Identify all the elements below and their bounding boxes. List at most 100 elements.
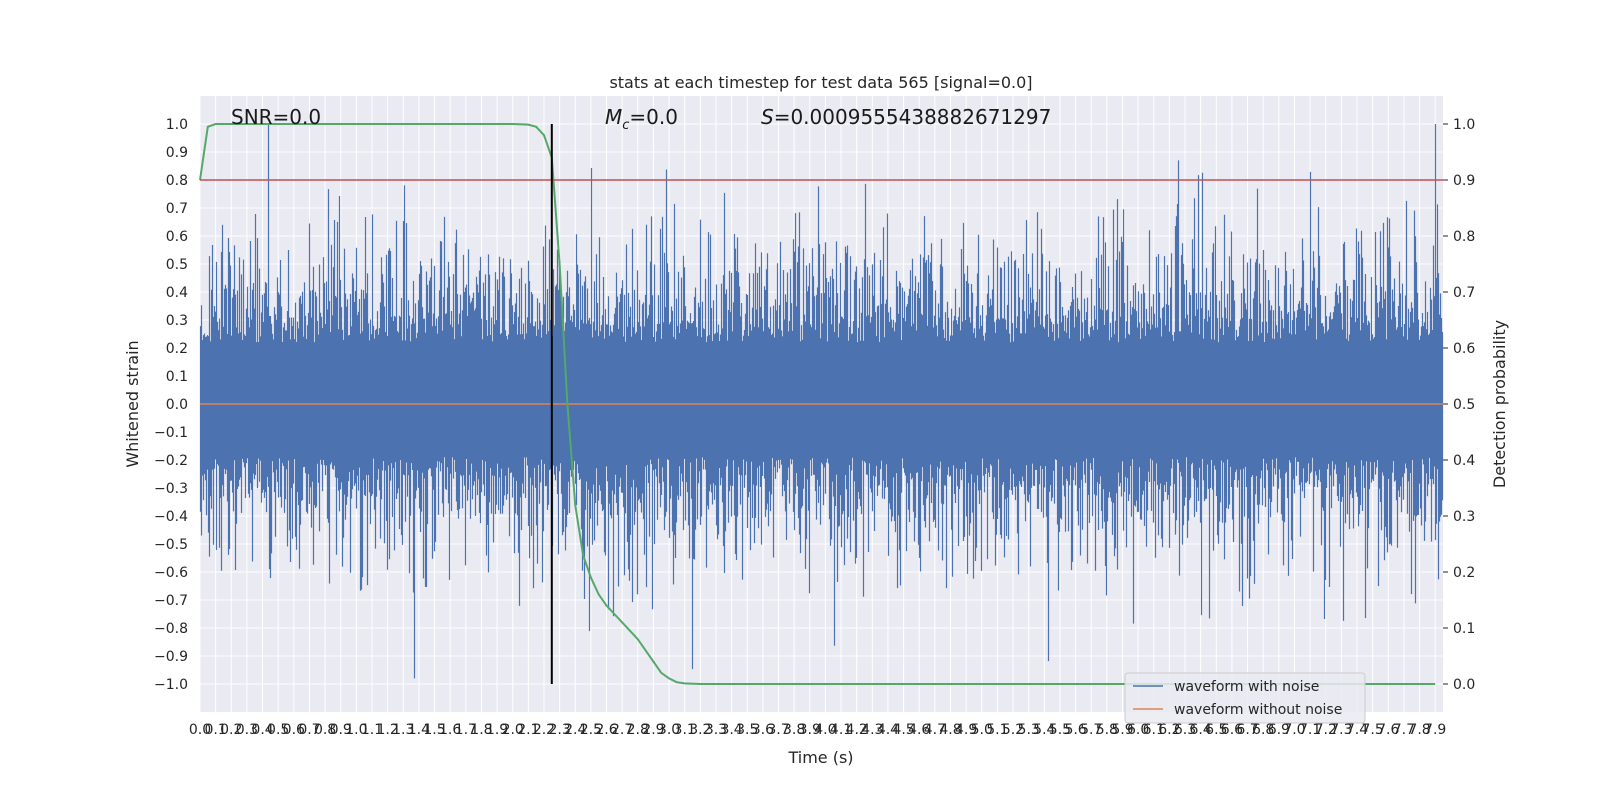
x-tick-label: 6.0	[1127, 722, 1149, 738]
x-tick-label: 7.5	[1362, 722, 1384, 738]
y2-tick-labels: 0.0 0.1 0.2 0.3 0.4 0.5 0.6 0.7 0.8 0.9 1.0	[1453, 117, 1475, 693]
x-tick-label: 3.1	[674, 722, 696, 738]
y-tick-label: −1.0	[154, 677, 188, 693]
x-tick-label: 3.4	[720, 722, 742, 738]
x-tick-label: 3.8	[783, 722, 805, 738]
x-tick-label: 0.3	[236, 722, 258, 738]
x-tick-label: 4.0	[814, 722, 836, 738]
x-tick-label: 6.3	[1174, 722, 1196, 738]
x-tick-labels: 0.00.10.20.30.40.50.60.70.80.91.01.11.21…	[189, 722, 1446, 738]
y2-tick-label: 0.1	[1453, 621, 1475, 637]
y2-tick-label: 0.3	[1453, 509, 1475, 525]
y2-tick-label: 0.5	[1453, 397, 1475, 413]
y-tick-label: −0.8	[154, 621, 188, 637]
x-tick-label: 4.8	[939, 722, 961, 738]
x-tick-label: 5.1	[986, 722, 1008, 738]
x-tick-label: 6.2	[1158, 722, 1180, 738]
x-tick-label: 2.3	[548, 722, 570, 738]
x-tick-label: 1.3	[392, 722, 414, 738]
s-symbol: S	[761, 105, 774, 129]
x-tick-label: 0.9	[330, 722, 352, 738]
x-tick-label: 6.1	[1143, 722, 1165, 738]
y2-tick-label: 0.7	[1453, 285, 1475, 301]
x-tick-label: 2.2	[533, 722, 555, 738]
x-tick-label: 7.8	[1408, 722, 1430, 738]
x-tick-label: 3.3	[705, 722, 727, 738]
y2-tick-label: 0.6	[1453, 341, 1475, 357]
x-tick-label: 7.1	[1299, 722, 1321, 738]
x-tick-label: 4.6	[908, 722, 930, 738]
x-tick-label: 7.9	[1424, 722, 1446, 738]
y-tick-label: 0.4	[166, 285, 188, 301]
y-tick-label: −0.1	[154, 425, 188, 441]
x-tick-label: 3.0	[658, 722, 680, 738]
y-tick-label: −0.4	[154, 509, 188, 525]
x-tick-label: 0.7	[298, 722, 320, 738]
x-tick-label: 0.4	[251, 722, 273, 738]
x-tick-label: 4.4	[877, 722, 899, 738]
x-tick-label: 6.5	[1205, 722, 1227, 738]
x-tick-label: 1.5	[423, 722, 445, 738]
x-tick-label: 0.5	[267, 722, 289, 738]
y-axis-label: Whitened strain	[123, 340, 142, 467]
legend-label-waveform-without-noise: waveform without noise	[1174, 702, 1342, 718]
x-tick-label: 5.7	[1080, 722, 1102, 738]
series-layer	[199, 123, 1444, 685]
mc-value: =0.0	[629, 105, 678, 129]
x-tick-label: 0.8	[314, 722, 336, 738]
x-tick-label: 7.7	[1393, 722, 1415, 738]
x-tick-label: 2.5	[580, 722, 602, 738]
mc-symbol: M	[605, 105, 622, 129]
x-tick-label: 6.8	[1252, 722, 1274, 738]
y-tick-label: 0.6	[166, 229, 188, 245]
x-tick-label: 7.2	[1315, 722, 1337, 738]
x-tick-label: 5.2	[1002, 722, 1024, 738]
y-tick-label: 1.0	[166, 117, 188, 133]
x-tick-label: 3.9	[799, 722, 821, 738]
x-tick-label: 1.9	[486, 722, 508, 738]
chart-title: stats at each timestep for test data 565…	[609, 73, 1032, 92]
y2-tick-label: 0.4	[1453, 453, 1475, 469]
x-tick-label: 7.4	[1346, 722, 1368, 738]
x-tick-label: 1.2	[376, 722, 398, 738]
x-tick-label: 5.6	[1064, 722, 1086, 738]
x-tick-label: 2.7	[611, 722, 633, 738]
x-tick-label: 3.6	[752, 722, 774, 738]
x-tick-label: 0.1	[205, 722, 227, 738]
y-tick-label: −0.9	[154, 649, 188, 665]
x-tick-label: 7.6	[1377, 722, 1399, 738]
x-tick-label: 5.4	[1033, 722, 1055, 738]
x-tick-label: 2.1	[517, 722, 539, 738]
s-annotation: S=0.0009555438882671297	[761, 105, 1051, 129]
x-tick-label: 4.2	[846, 722, 868, 738]
x-tick-label: 1.4	[408, 722, 430, 738]
x-tick-label: 5.9	[1111, 722, 1133, 738]
x-tick-label: 5.3	[1018, 722, 1040, 738]
x-tick-label: 1.1	[361, 722, 383, 738]
y-tick-labels: −1.0 −0.9 −0.8 −0.7 −0.6 −0.5 −0.4 −0.3 −0.2 −0.1…	[154, 117, 188, 693]
y-tick-label: 0.7	[166, 201, 188, 217]
y2-tick-label: 0.9	[1453, 173, 1475, 189]
y2-tick-label: 0.2	[1453, 565, 1475, 581]
x-tick-label: 2.8	[627, 722, 649, 738]
y-tick-label: −0.7	[154, 593, 188, 609]
y-tick-label: −0.5	[154, 537, 188, 553]
y-tick-label: −0.2	[154, 453, 188, 469]
series-detection-probability	[199, 123, 1436, 685]
y2-tick-label: 0.0	[1453, 677, 1475, 693]
y-tick-label: 0.8	[166, 173, 188, 189]
x-tick-label: 2.0	[502, 722, 524, 738]
y-tick-label: −0.6	[154, 565, 188, 581]
x-tick-label: 4.7	[924, 722, 946, 738]
x-tick-label: 7.0	[1283, 722, 1305, 738]
x-axis-label: Time (s)	[787, 748, 853, 767]
x-tick-label: 4.1	[830, 722, 852, 738]
x-tick-label: 2.6	[595, 722, 617, 738]
x-tick-label: 6.4	[1190, 722, 1212, 738]
x-tick-label: 5.5	[1049, 722, 1071, 738]
y-tick-label: 0.2	[166, 341, 188, 357]
x-tick-label: 3.7	[767, 722, 789, 738]
x-tick-label: 7.3	[1330, 722, 1352, 738]
y-tick-label: 0.5	[166, 257, 188, 273]
